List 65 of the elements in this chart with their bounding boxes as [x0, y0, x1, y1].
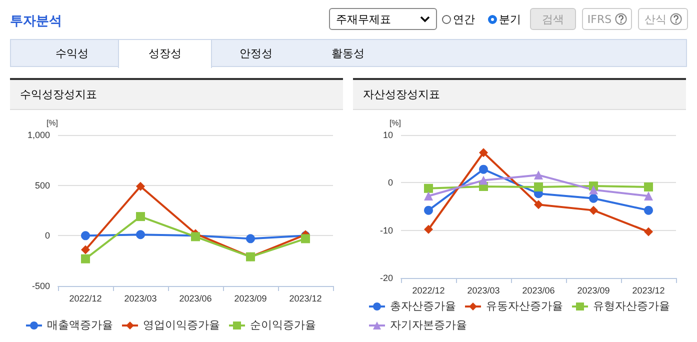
text: 성장성: [118, 40, 212, 68]
point: [136, 182, 145, 191]
point: [644, 227, 653, 236]
text: 활동성: [330, 46, 366, 62]
legend-label: 유동자산증가율: [486, 300, 563, 312]
y-tick-label: 10: [382, 130, 393, 140]
point: [589, 206, 598, 215]
point: [424, 206, 433, 215]
point: [246, 234, 255, 244]
point: [479, 164, 488, 174]
y-tick-label: 1,000: [27, 130, 50, 140]
y-tick-label: -20: [380, 273, 393, 283]
chart-title: 수익성장성지표: [10, 80, 343, 110]
point: [81, 254, 90, 264]
y-axis-title: [%]: [389, 118, 401, 128]
point: [81, 231, 90, 240]
y-tick-label: 500: [34, 180, 50, 190]
text: 투자분석: [10, 13, 62, 30]
x-tick-label: 2023/09: [234, 294, 267, 304]
text: 연간: [453, 12, 475, 26]
point: [534, 200, 543, 210]
point: [534, 170, 543, 180]
point: [301, 234, 310, 244]
point: [424, 184, 433, 193]
x-tick-label: 2022/12: [412, 286, 445, 296]
point: [479, 148, 488, 158]
text: 산식: [644, 12, 666, 26]
y-tick-label: -10: [380, 225, 393, 236]
dropdown: 주재무제표: [329, 8, 437, 30]
point: [136, 212, 145, 222]
text: 안정성: [238, 46, 274, 62]
x-tick-label: 2022/12: [69, 294, 102, 304]
chart-title: 자산성장성지표: [353, 80, 686, 110]
point: [424, 224, 433, 234]
point: [81, 245, 90, 254]
x-tick-label: 2023/06: [179, 294, 212, 304]
legend-label: 순이익증가율: [250, 320, 316, 332]
legend-label: 매출액증가율: [47, 320, 113, 332]
legend-label: 영업이익증가율: [143, 320, 220, 332]
point: [644, 192, 653, 201]
point: [424, 192, 433, 201]
x-tick-label: 2023/06: [522, 286, 555, 296]
legend-label: 자기자본증가율: [390, 320, 467, 332]
x-tick-label: 2023/09: [577, 286, 610, 296]
x-tick-label: 2023/03: [124, 294, 157, 304]
point: [534, 182, 543, 192]
y-tick-label: -500: [32, 281, 50, 291]
text: 분기: [499, 12, 521, 26]
y-tick-label: 0: [44, 230, 50, 241]
x-tick-label: 2023/03: [467, 286, 500, 296]
point: [136, 230, 145, 240]
text: 수익성: [54, 46, 90, 62]
legend-label: 총자산증가율: [390, 300, 456, 312]
y-axis-title: [%]: [46, 118, 58, 128]
text: IFRS: [587, 12, 612, 26]
point: [589, 194, 598, 203]
point: [644, 182, 653, 192]
x-tick-label: 2023/12: [289, 294, 322, 304]
point: [589, 185, 598, 194]
text: 검색: [530, 8, 576, 30]
point: [479, 176, 488, 185]
point: [644, 206, 653, 215]
x-tick-label: 2023/12: [632, 286, 665, 296]
legend-label: 유형자산증가율: [593, 300, 670, 312]
y-tick-label: 0: [388, 178, 393, 188]
